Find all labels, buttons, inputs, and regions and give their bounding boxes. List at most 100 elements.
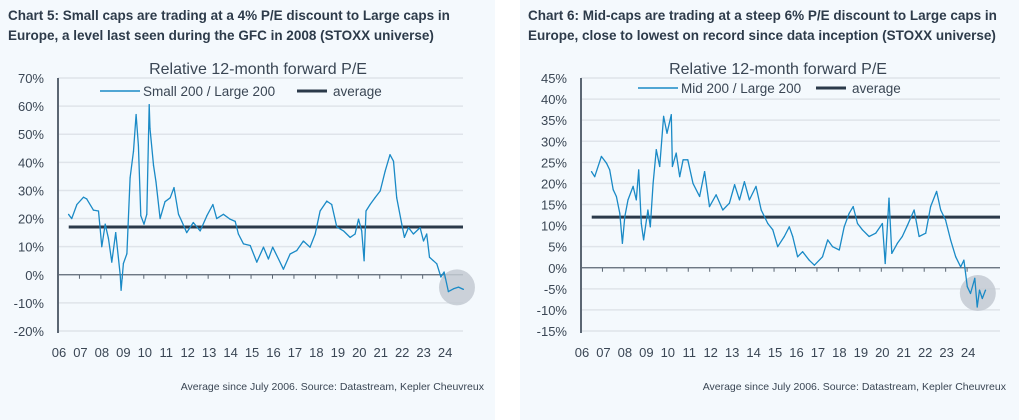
data-point: [797, 256, 799, 258]
x-tick-label: 07: [596, 345, 610, 360]
data-point: [389, 154, 391, 156]
data-point: [843, 226, 845, 228]
y-tick-label: 30%: [541, 134, 567, 149]
data-point: [149, 128, 151, 130]
data-point: [135, 113, 137, 116]
y-tick-label: 10%: [541, 219, 567, 234]
y-tick-label: -10%: [14, 296, 45, 311]
y-tick-label: -5%: [544, 282, 568, 297]
x-tick-label: 24: [961, 345, 975, 360]
x-tick-label: 10: [138, 345, 152, 360]
data-point: [111, 261, 113, 263]
highlight-circle: [959, 275, 996, 312]
data-point: [590, 171, 593, 173]
data-point: [875, 232, 877, 234]
x-tick-label: 18: [309, 345, 323, 360]
data-point: [621, 242, 623, 244]
data-point: [884, 262, 886, 265]
data-point: [192, 221, 194, 224]
y-tick-label: 35%: [541, 113, 567, 128]
chart-heading: Chart 5: Small caps are trading at a 4% …: [8, 8, 450, 43]
data-point: [422, 240, 425, 242]
data-point: [403, 236, 406, 238]
chart-heading: Chart 6: Mid-caps are trading at a steep…: [528, 8, 997, 43]
data-point: [666, 132, 668, 134]
x-tick-label: 22: [395, 345, 409, 360]
data-point: [788, 226, 790, 228]
x-tick-label: 09: [116, 345, 130, 360]
chart-6-panel: Chart 6: Mid-caps are trading at a steep…: [520, 0, 1019, 420]
data-point: [838, 249, 840, 251]
data-point: [692, 182, 694, 185]
data-point: [638, 169, 640, 171]
y-tick-label: 25%: [541, 155, 567, 170]
data-point: [635, 199, 637, 201]
data-point: [319, 210, 321, 212]
data-point: [143, 223, 145, 225]
data-point: [401, 223, 403, 225]
data-point: [624, 216, 626, 218]
y-tick-label: -20%: [14, 324, 45, 339]
data-point: [164, 201, 166, 203]
data-point: [868, 235, 870, 238]
y-tick-label: 50%: [18, 127, 44, 142]
data-point: [242, 243, 245, 245]
legend-average-label: average: [852, 81, 901, 96]
data-point: [643, 239, 645, 241]
data-point: [722, 209, 724, 211]
data-point: [115, 232, 117, 234]
data-point: [104, 223, 106, 225]
data-point: [432, 260, 434, 262]
data-point: [963, 259, 965, 261]
data-point: [181, 220, 183, 222]
data-point: [738, 199, 741, 201]
data-point: [728, 202, 731, 204]
data-point: [827, 239, 829, 241]
data-point: [152, 164, 155, 166]
data-point: [813, 264, 815, 266]
data-point: [600, 155, 602, 158]
data-point: [659, 165, 661, 168]
data-point: [326, 200, 328, 202]
data-point: [955, 256, 957, 258]
chart-6-svg: -15% -10% -5% 0% 5% 10% 15% 20% 25% 30% 35% 40% 45% 0…: [537, 61, 1007, 393]
data-point: [331, 203, 333, 206]
data-point: [733, 184, 736, 186]
x-tick-label: 06: [575, 345, 589, 360]
data-point: [715, 194, 717, 196]
y-tick-label: 5%: [548, 240, 567, 255]
data-point: [896, 242, 898, 244]
y-tick-label: 40%: [541, 92, 567, 107]
data-point: [760, 209, 762, 211]
data-point: [675, 152, 677, 154]
source-note: Average since July 2006. Source: Datastr…: [181, 381, 485, 393]
x-tick-label: 16: [789, 345, 803, 360]
data-point: [412, 233, 415, 235]
data-point: [808, 259, 810, 261]
data-point: [262, 246, 265, 248]
data-point: [392, 160, 395, 162]
data-point: [755, 185, 757, 187]
x-tick-label: 13: [725, 345, 739, 360]
x-tick-label: 11: [160, 345, 174, 360]
data-point: [129, 177, 131, 179]
data-point: [801, 251, 804, 253]
data-point: [647, 209, 649, 211]
data-point: [447, 291, 449, 293]
data-point: [949, 239, 952, 241]
data-point: [462, 288, 465, 290]
y-tick-label: 0%: [548, 261, 567, 276]
data-point: [155, 181, 157, 183]
data-point: [679, 176, 681, 178]
data-point: [169, 197, 171, 199]
data-point: [92, 209, 94, 211]
data-point: [379, 190, 381, 192]
data-point: [978, 289, 981, 291]
data-point: [984, 289, 987, 291]
x-tick-label: 11: [683, 345, 697, 360]
y-tick-label: 20%: [541, 176, 567, 191]
data-point: [960, 266, 962, 268]
data-point: [655, 149, 657, 151]
data-point: [767, 222, 769, 225]
data-point: [891, 252, 893, 255]
